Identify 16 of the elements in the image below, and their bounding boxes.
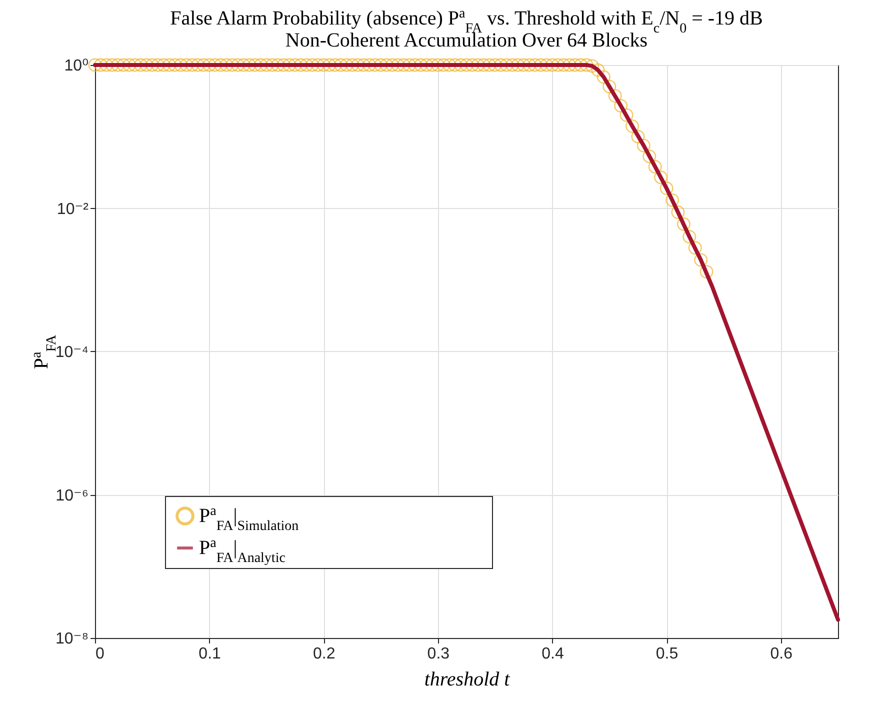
x-tick-label: 0.3 [427,646,450,662]
x-tick-label: 0.6 [770,646,793,662]
x-tick-label: 0.4 [542,646,564,662]
x-tick-label: 0.1 [198,646,222,662]
y-tick-label: 10⁻² [56,200,90,218]
y-tick-label: 10⁰ [64,58,88,74]
x-tick-label: 0.5 [656,646,678,662]
x-tick-label: 0.2 [312,646,336,662]
y-tick-label: 10⁻⁴ [55,344,89,361]
legend-label: P$^{a}$$_{FA}$|$_{Simulation}$ [199,504,299,534]
x-tick-label: 0 [96,646,104,662]
legend-label: P$^{a}$$_{FA}$|$_{Analytic}$ [199,536,286,566]
line-series [93,63,840,622]
y-tick-label: 10⁻⁸ [56,630,88,648]
x-axis-title: threshold t [424,668,510,690]
y-tick-label: 10⁻⁶ [56,487,88,504]
